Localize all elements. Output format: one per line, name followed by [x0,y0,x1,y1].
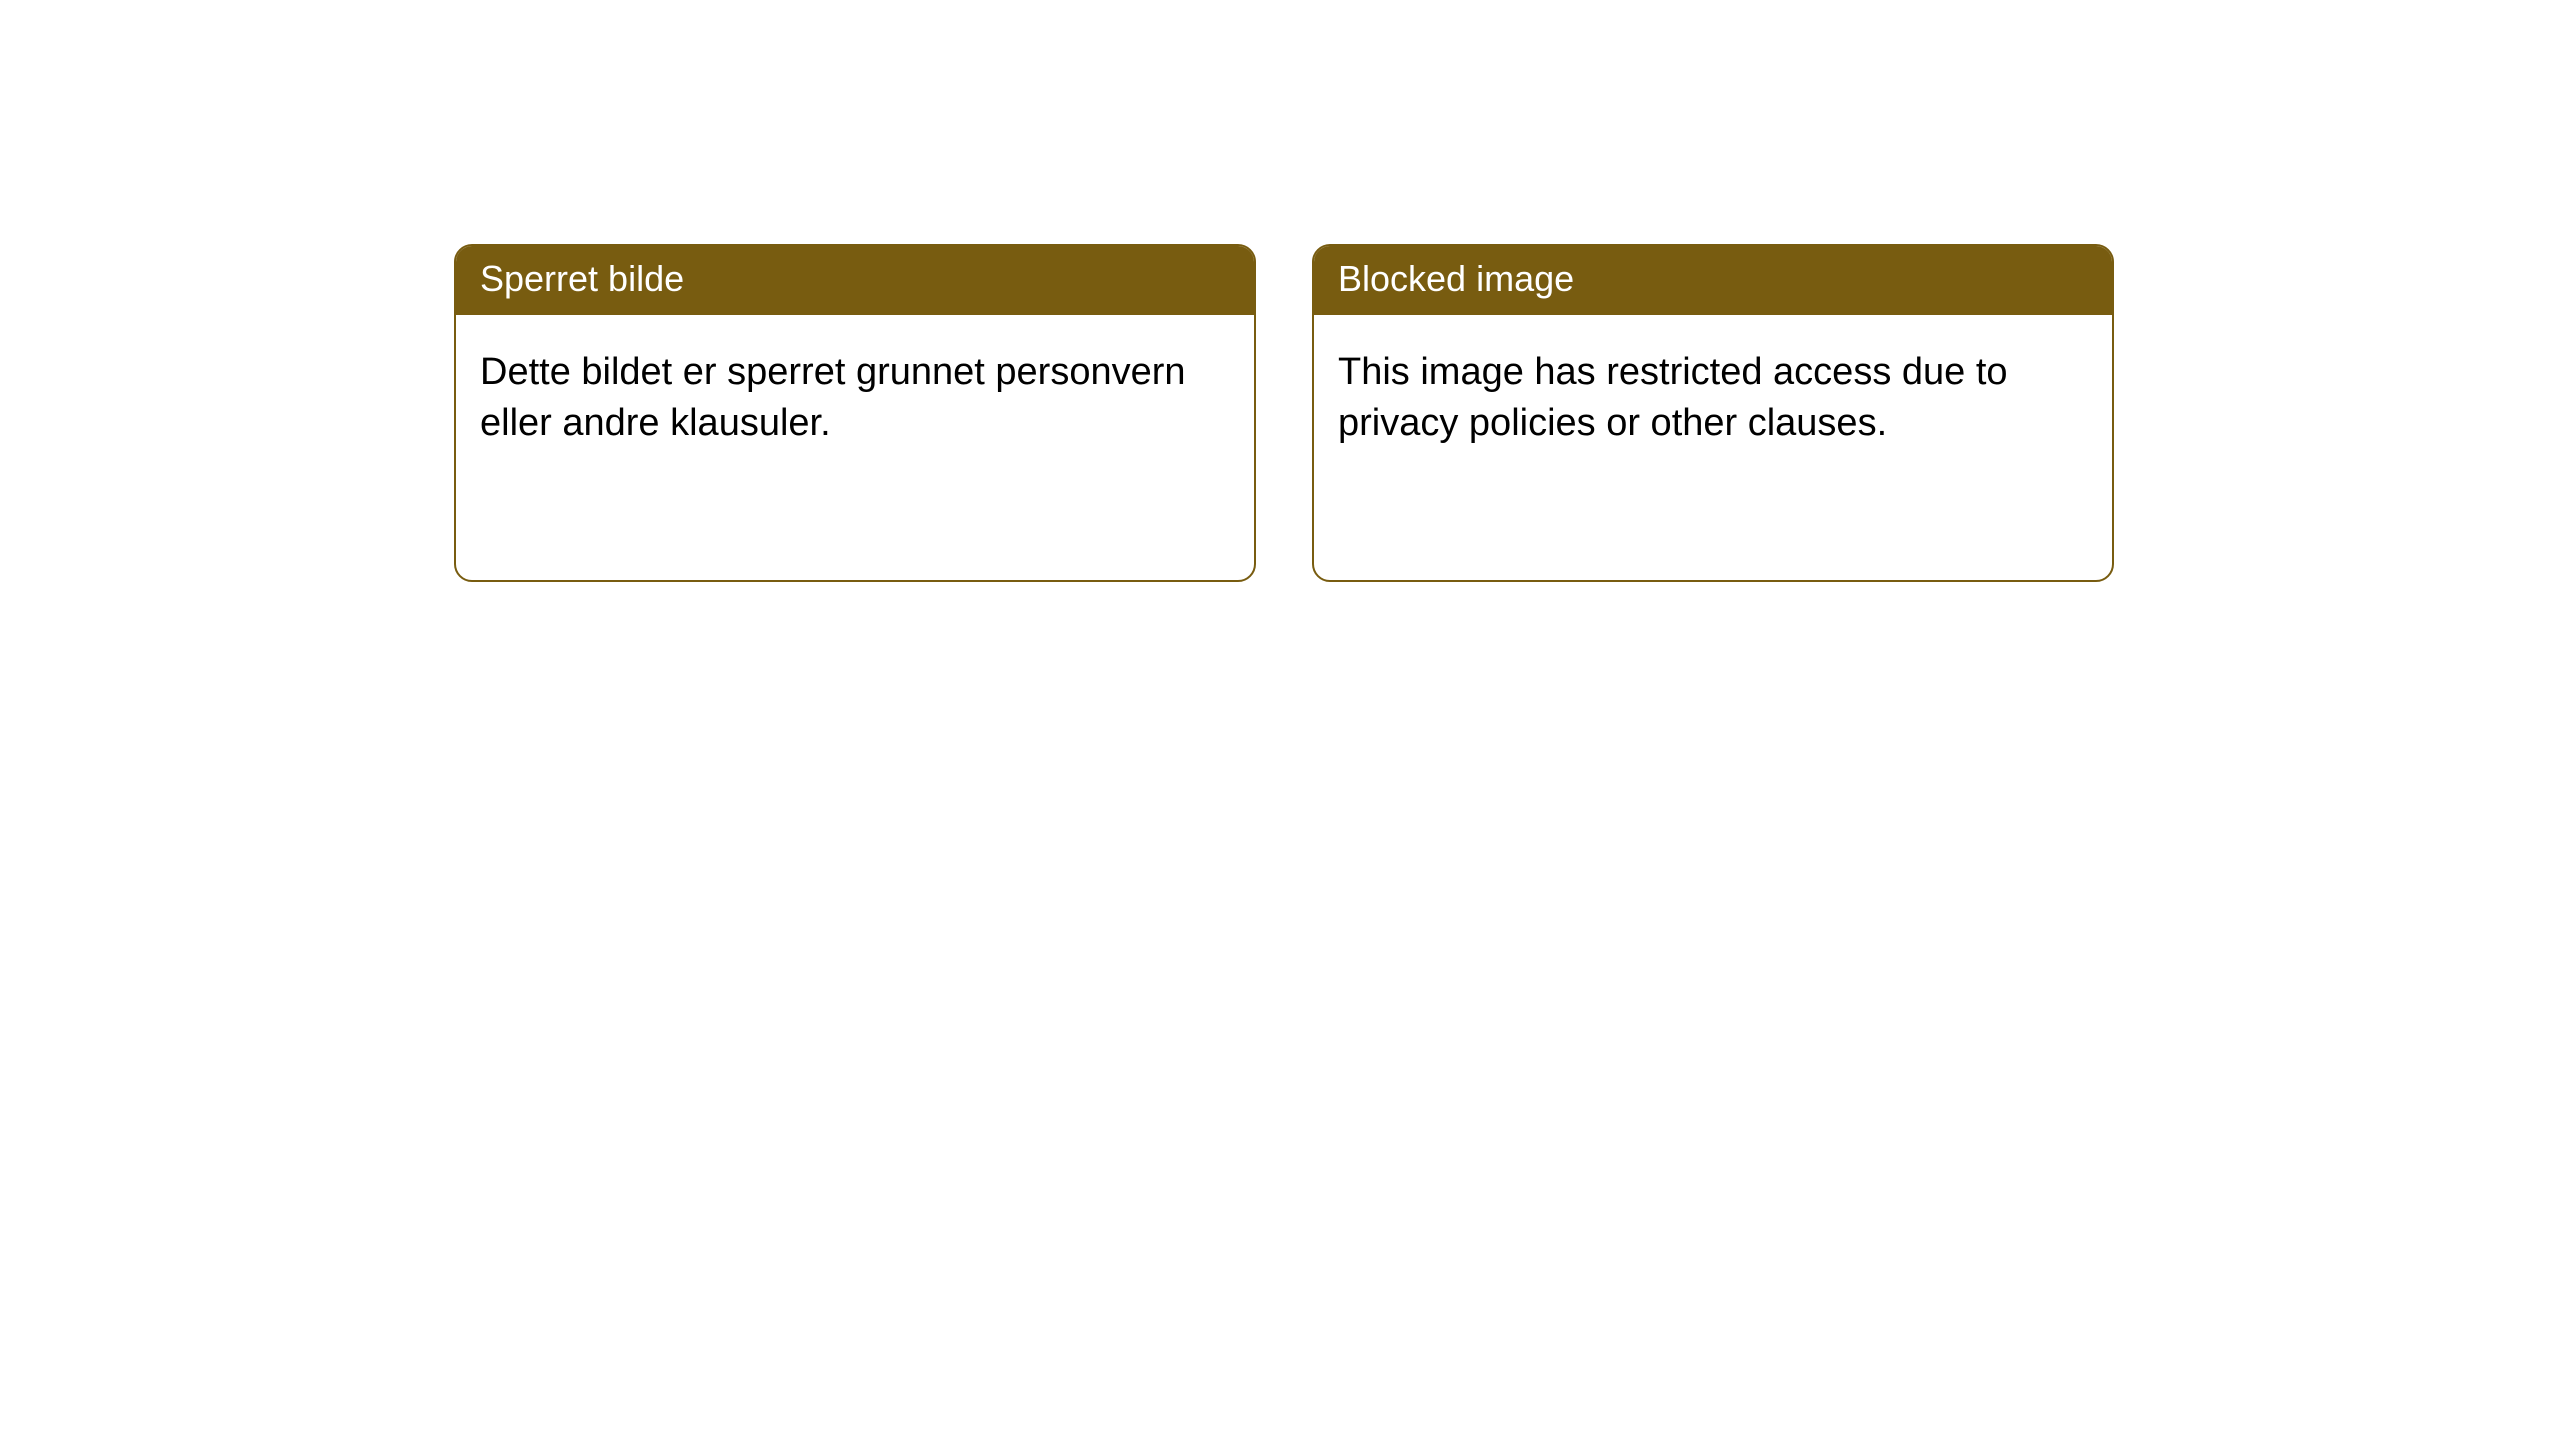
card-header-english: Blocked image [1314,246,2112,315]
card-message: This image has restricted access due to … [1338,351,2008,444]
card-body-english: This image has restricted access due to … [1314,315,2112,482]
notice-card-norwegian: Sperret bilde Dette bildet er sperret gr… [454,244,1256,582]
notice-card-english: Blocked image This image has restricted … [1312,244,2114,582]
card-body-norwegian: Dette bildet er sperret grunnet personve… [456,315,1254,482]
card-title: Blocked image [1338,258,1574,299]
card-title: Sperret bilde [480,258,684,299]
card-header-norwegian: Sperret bilde [456,246,1254,315]
notice-container: Sperret bilde Dette bildet er sperret gr… [454,244,2114,582]
card-message: Dette bildet er sperret grunnet personve… [480,351,1186,444]
